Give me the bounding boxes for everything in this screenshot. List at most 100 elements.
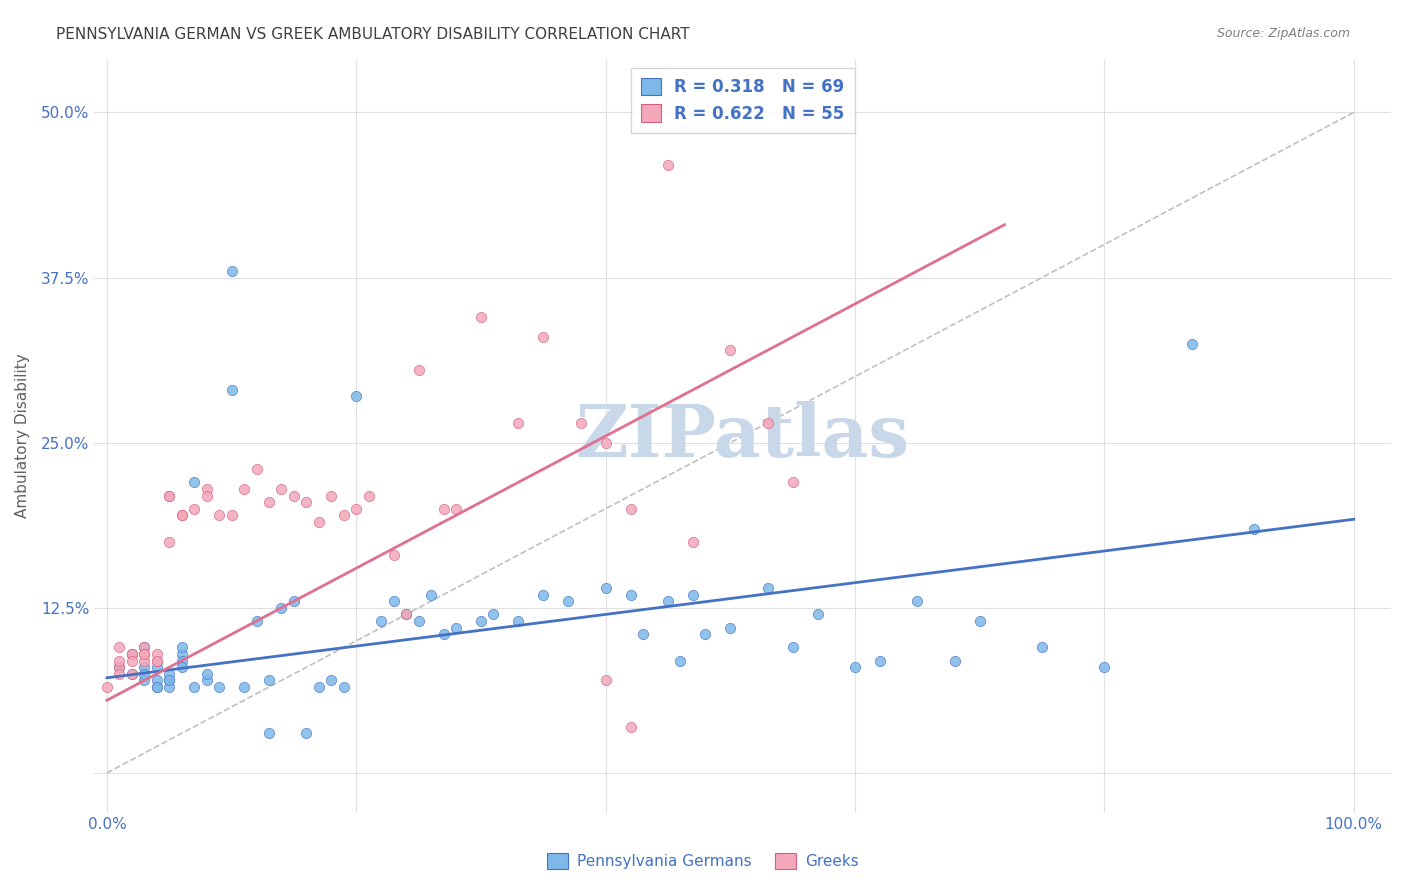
Point <box>134 647 156 661</box>
Point <box>157 673 180 688</box>
Point <box>569 416 592 430</box>
Point <box>134 660 156 674</box>
Point <box>195 673 218 688</box>
Point <box>508 416 530 430</box>
Point <box>595 673 617 688</box>
Point <box>157 489 180 503</box>
Point <box>170 647 193 661</box>
Point <box>195 666 218 681</box>
Point <box>208 680 231 694</box>
Point <box>395 607 418 622</box>
Point <box>146 680 169 694</box>
Point <box>1031 640 1053 655</box>
Point <box>221 508 243 523</box>
Point <box>682 534 704 549</box>
Point <box>121 666 143 681</box>
Point <box>170 508 193 523</box>
Point <box>134 666 156 681</box>
Point <box>96 680 118 694</box>
Point <box>869 654 891 668</box>
Point <box>134 640 156 655</box>
Point <box>170 640 193 655</box>
Point <box>157 680 180 694</box>
Point <box>531 588 554 602</box>
Text: Source: ZipAtlas.com: Source: ZipAtlas.com <box>1216 27 1350 40</box>
Point <box>782 475 804 490</box>
Point <box>1092 660 1115 674</box>
Point <box>170 654 193 668</box>
Point <box>283 594 305 608</box>
Point <box>444 501 467 516</box>
Point <box>134 654 156 668</box>
Point <box>108 666 131 681</box>
Point <box>183 501 205 516</box>
Point <box>283 489 305 503</box>
Point <box>257 495 280 509</box>
Point <box>108 640 131 655</box>
Point <box>756 581 779 595</box>
Point <box>146 680 169 694</box>
Point <box>905 594 928 608</box>
Point <box>631 627 654 641</box>
Point <box>531 330 554 344</box>
Legend: R = 0.318   N = 69, R = 0.622   N = 55: R = 0.318 N = 69, R = 0.622 N = 55 <box>631 68 855 133</box>
Point <box>420 588 443 602</box>
Y-axis label: Ambulatory Disability: Ambulatory Disability <box>15 354 30 518</box>
Point <box>245 614 267 628</box>
Point <box>718 621 741 635</box>
Point <box>257 726 280 740</box>
Point <box>233 680 256 694</box>
Point <box>682 588 704 602</box>
Point <box>470 310 492 325</box>
Point <box>482 607 505 622</box>
Point <box>183 475 205 490</box>
Point <box>619 720 641 734</box>
Point <box>233 482 256 496</box>
Point <box>108 654 131 668</box>
Point <box>270 600 292 615</box>
Point <box>134 673 156 688</box>
Point <box>718 343 741 358</box>
Point <box>695 627 717 641</box>
Point <box>245 462 267 476</box>
Point <box>170 660 193 674</box>
Point <box>344 389 367 403</box>
Point <box>408 614 430 628</box>
Point <box>170 508 193 523</box>
Point <box>444 621 467 635</box>
Point <box>121 666 143 681</box>
Point <box>756 416 779 430</box>
Point <box>595 581 617 595</box>
Point <box>470 614 492 628</box>
Text: PENNSYLVANIA GERMAN VS GREEK AMBULATORY DISABILITY CORRELATION CHART: PENNSYLVANIA GERMAN VS GREEK AMBULATORY … <box>56 27 690 42</box>
Point <box>146 647 169 661</box>
Point <box>146 654 169 668</box>
Point <box>408 363 430 377</box>
Point <box>308 680 330 694</box>
Point <box>134 647 156 661</box>
Point <box>295 495 318 509</box>
Point <box>321 673 343 688</box>
Point <box>270 482 292 496</box>
Point <box>357 489 380 503</box>
Point <box>157 666 180 681</box>
Point <box>157 489 180 503</box>
Point <box>432 627 454 641</box>
Point <box>619 588 641 602</box>
Point <box>121 647 143 661</box>
Point <box>782 640 804 655</box>
Point <box>508 614 530 628</box>
Point <box>806 607 828 622</box>
Point <box>308 515 330 529</box>
Point <box>432 501 454 516</box>
Point <box>344 501 367 516</box>
Point <box>208 508 231 523</box>
Point <box>121 654 143 668</box>
Point <box>669 654 692 668</box>
Point <box>333 508 356 523</box>
Point <box>969 614 991 628</box>
Point <box>257 673 280 688</box>
Point <box>157 673 180 688</box>
Point <box>321 489 343 503</box>
Point <box>1180 336 1202 351</box>
